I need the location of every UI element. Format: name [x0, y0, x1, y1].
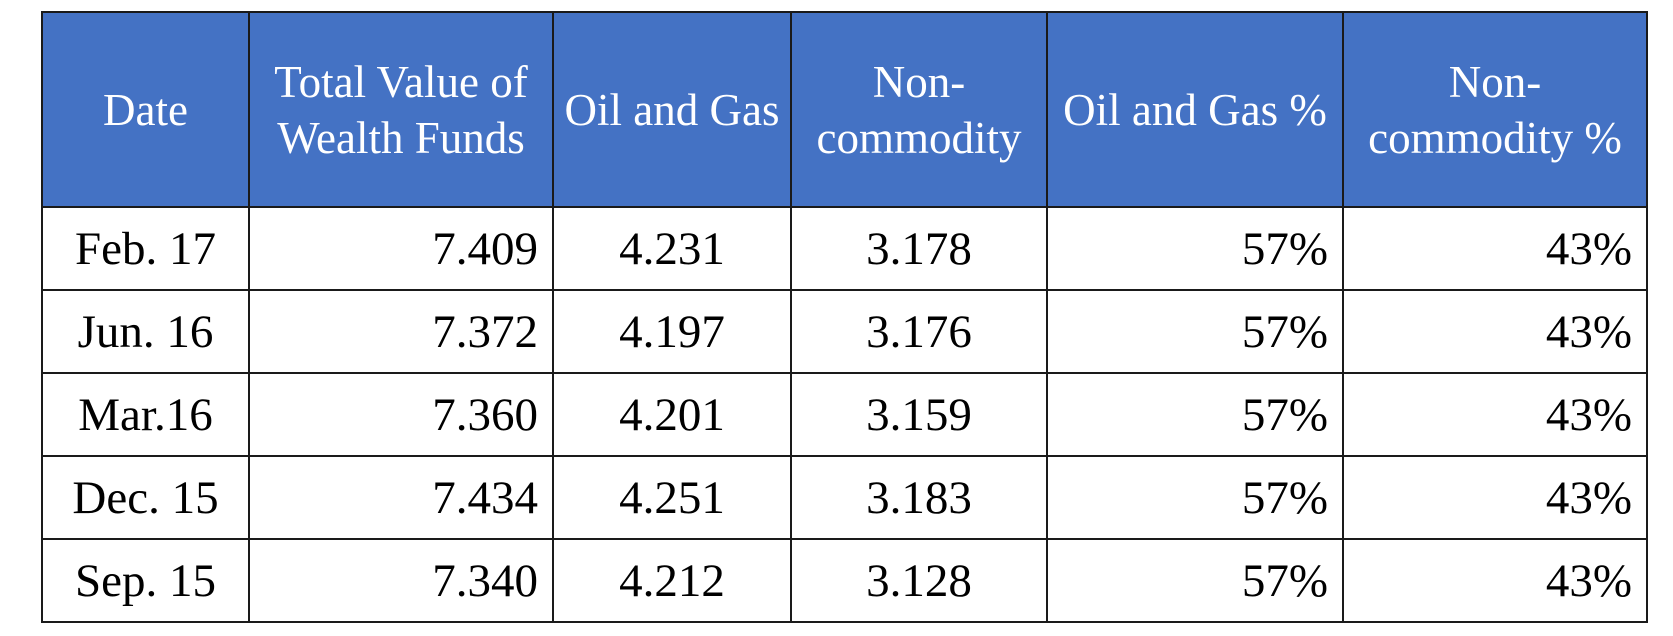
- value-cell: 43%: [1342, 206, 1648, 291]
- table-body: Feb. 17 7.409 4.231 3.178 57% 43% Jun. 16 7.372…: [41, 206, 1648, 623]
- value-cell: 3.128: [790, 538, 1048, 623]
- date-cell: Jun. 16: [41, 289, 250, 374]
- value-cell: 57%: [1046, 206, 1344, 291]
- value-cell: 4.197: [552, 289, 792, 374]
- value-cell: 57%: [1046, 455, 1344, 540]
- table-row: Dec. 15 7.434 4.251 3.183 57% 43%: [41, 455, 1648, 540]
- table-header: Date Total Value of Wealth Funds Oil and G…: [41, 11, 1648, 208]
- value-cell: 4.212: [552, 538, 792, 623]
- value-cell: 57%: [1046, 538, 1344, 623]
- value-cell: 7.409: [248, 206, 554, 291]
- header-cell: Date: [41, 11, 250, 208]
- table-row: Sep. 15 7.340 4.212 3.128 57% 43%: [41, 538, 1648, 623]
- header-cell: Total Value of Wealth Funds: [248, 11, 554, 208]
- value-cell: 57%: [1046, 372, 1344, 457]
- value-cell: 7.434: [248, 455, 554, 540]
- value-cell: 43%: [1342, 538, 1648, 623]
- date-cell: Mar.16: [41, 372, 250, 457]
- value-cell: 7.340: [248, 538, 554, 623]
- date-cell: Dec. 15: [41, 455, 250, 540]
- value-cell: 3.176: [790, 289, 1048, 374]
- value-cell: 43%: [1342, 372, 1648, 457]
- wealth-funds-table: Date Total Value of Wealth Funds Oil and G…: [41, 11, 1648, 623]
- value-cell: 4.251: [552, 455, 792, 540]
- value-cell: 4.201: [552, 372, 792, 457]
- header-cell: Non-commodity: [790, 11, 1048, 208]
- table-row: Feb. 17 7.409 4.231 3.178 57% 43%: [41, 206, 1648, 291]
- value-cell: 57%: [1046, 289, 1344, 374]
- value-cell: 3.178: [790, 206, 1048, 291]
- value-cell: 7.360: [248, 372, 554, 457]
- value-cell: 43%: [1342, 289, 1648, 374]
- value-cell: 3.159: [790, 372, 1048, 457]
- table-row: Mar.16 7.360 4.201 3.159 57% 43%: [41, 372, 1648, 457]
- header-cell: Oil and Gas: [552, 11, 792, 208]
- header-row: Date Total Value of Wealth Funds Oil and G…: [41, 11, 1648, 208]
- date-cell: Sep. 15: [41, 538, 250, 623]
- table-row: Jun. 16 7.372 4.197 3.176 57% 43%: [41, 289, 1648, 374]
- value-cell: 7.372: [248, 289, 554, 374]
- date-cell: Feb. 17: [41, 206, 250, 291]
- header-cell: Non-commodity %: [1342, 11, 1648, 208]
- value-cell: 43%: [1342, 455, 1648, 540]
- value-cell: 3.183: [790, 455, 1048, 540]
- value-cell: 4.231: [552, 206, 792, 291]
- header-cell: Oil and Gas %: [1046, 11, 1344, 208]
